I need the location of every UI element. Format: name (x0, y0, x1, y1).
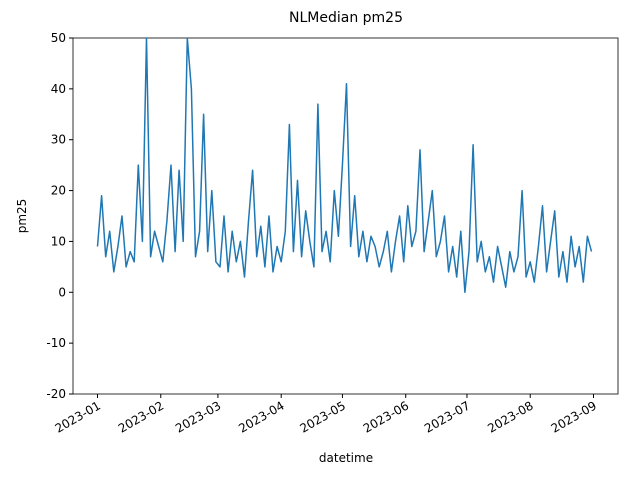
y-tick-label: 40 (51, 82, 66, 96)
plot-frame (72, 37, 619, 395)
x-tick-label: 2023-03 (173, 398, 223, 435)
y-tick-label: -20 (46, 387, 66, 401)
y-tick-label: 0 (58, 285, 66, 299)
x-tick-label: 2023-01 (53, 398, 103, 435)
y-tick-label: -10 (46, 336, 66, 350)
y-tick-label: 30 (51, 133, 66, 147)
x-tick-label: 2023-08 (485, 398, 535, 435)
y-tick-label: 50 (51, 31, 66, 45)
x-tick-label: 2023-05 (298, 398, 348, 435)
x-tick-label: 2023-09 (549, 398, 599, 435)
chart-title: NLMedian pm25 (289, 10, 403, 26)
x-tick-label: 2023-04 (236, 398, 286, 435)
y-tick-label: 10 (51, 234, 66, 248)
x-tick-label: 2023-02 (116, 398, 166, 435)
x-axis-label: datetime (319, 451, 373, 465)
x-tick-label: 2023-07 (422, 398, 472, 435)
x-tick-label: 2023-06 (361, 398, 411, 435)
y-axis-label: pm25 (15, 199, 29, 234)
data-line (96, 37, 593, 294)
y-tick-label: 20 (51, 184, 66, 198)
